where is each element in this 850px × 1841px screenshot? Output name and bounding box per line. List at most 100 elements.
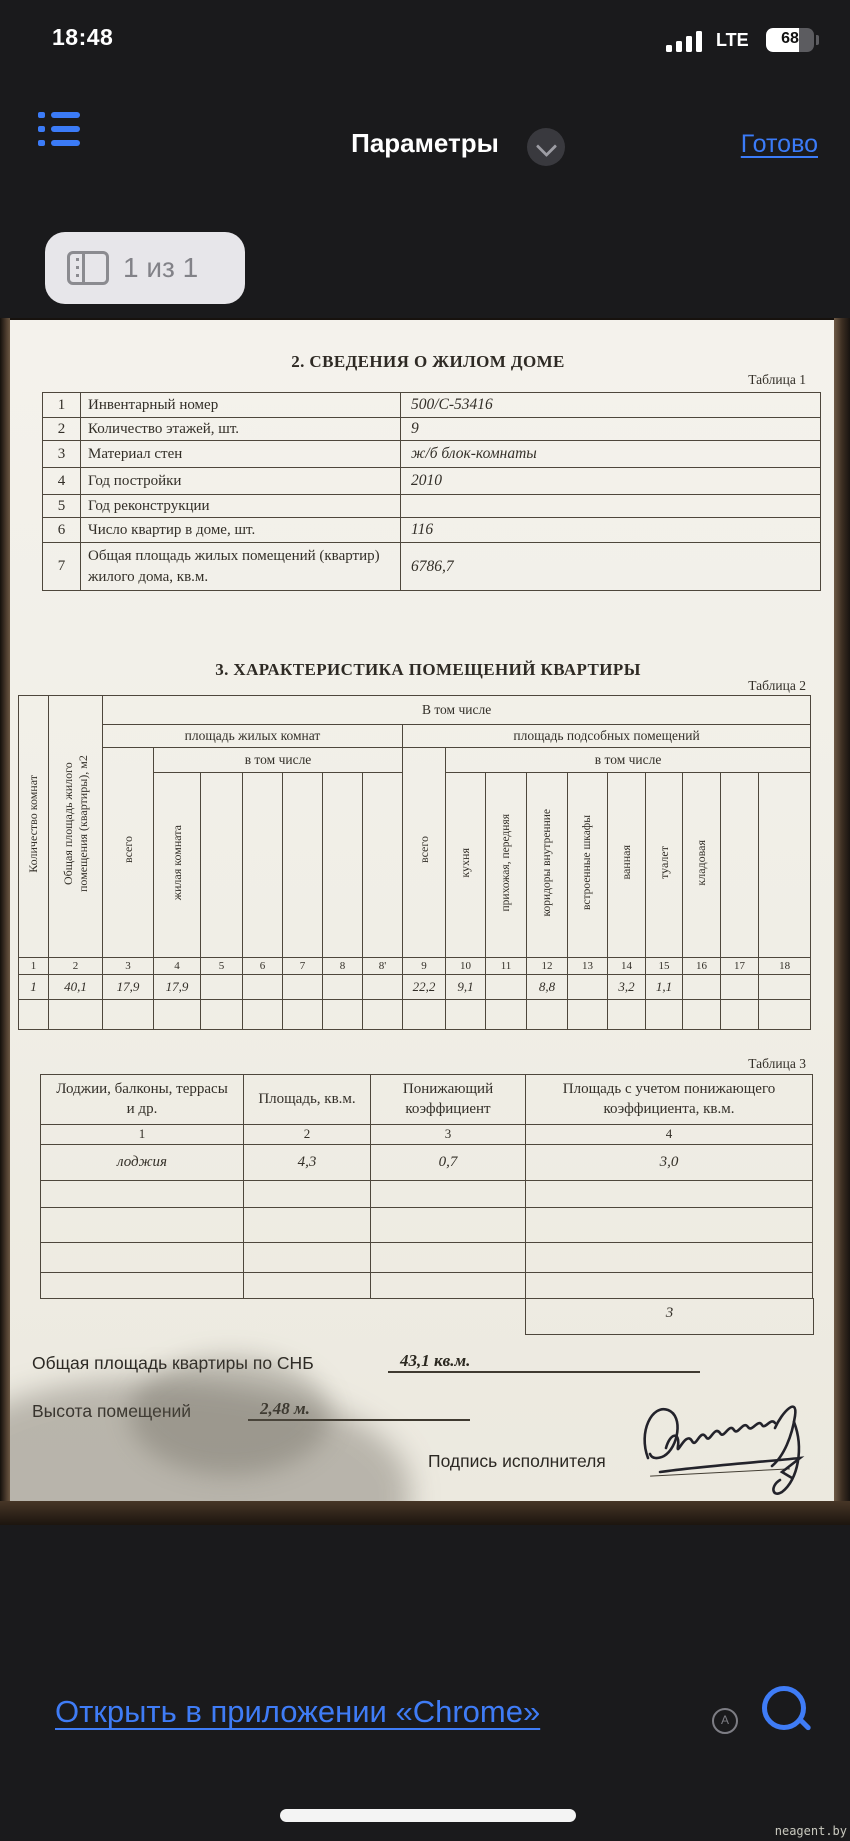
- thumbnails-icon: [67, 251, 109, 285]
- table-cell: 9: [402, 957, 446, 975]
- table-cell: [720, 772, 759, 958]
- header-row-sub: всего в том числе всего в том числе: [19, 747, 812, 958]
- photo-edge-left: [0, 318, 10, 1525]
- assistive-badge-icon[interactable]: A: [712, 1708, 738, 1734]
- home-indicator[interactable]: [280, 1809, 576, 1822]
- table-cell: [40, 1242, 244, 1273]
- table-cell: [720, 974, 759, 1000]
- battery-fill: [766, 28, 799, 52]
- page-title[interactable]: Параметры: [351, 128, 499, 158]
- table-cell: 15: [645, 957, 683, 975]
- table-cell: [200, 974, 243, 1000]
- table-cell: 4: [525, 1124, 813, 1145]
- battery-nub: [816, 35, 819, 45]
- header-row-groups: площадь жилых комнат площадь подсобных п…: [19, 724, 812, 748]
- executor-signature-label: Подпись исполнителя: [428, 1451, 606, 1471]
- table-cell: Количество комнат: [18, 695, 49, 958]
- done-button[interactable]: Готово: [740, 130, 818, 158]
- table-cell: 7: [42, 542, 81, 591]
- chevron-down-icon: [535, 135, 558, 158]
- room-height-value: 2,48 м.: [248, 1398, 470, 1421]
- table-cell: [720, 999, 759, 1030]
- table-cell: лоджия: [40, 1144, 244, 1181]
- table-row: 2 Количество этажей, шт. 9: [42, 417, 821, 441]
- table-cell: 14: [607, 957, 646, 975]
- table-cell: 1,1: [645, 974, 683, 1000]
- table-cell: 8,8: [526, 974, 568, 1000]
- table-cell: [370, 1180, 526, 1208]
- table-cell: Общая площадь жилых помещений (квартир) …: [80, 542, 401, 591]
- room-height-label: Высота помещений: [32, 1401, 192, 1421]
- table-cell: [645, 999, 683, 1030]
- table-cell: туалет: [645, 772, 683, 958]
- table-cell: [607, 999, 646, 1030]
- search-icon[interactable]: [760, 1684, 812, 1736]
- table-cell: 9: [400, 417, 821, 441]
- title-menu-button[interactable]: [527, 128, 565, 166]
- battery-percent: 68: [781, 30, 799, 47]
- table-cell: [567, 999, 608, 1030]
- table-cell: [282, 772, 323, 958]
- table-cell: 0,7: [370, 1144, 526, 1181]
- table-cell: Год постройки: [80, 467, 401, 495]
- table-cell: [282, 974, 323, 1000]
- table-cell: 17,9: [153, 974, 201, 1000]
- col-hallway: прихожая, передняя: [499, 813, 512, 912]
- table-cell: [400, 494, 821, 518]
- table-cell: Общая площадь жилого помещения (квартиры…: [48, 695, 103, 958]
- table-cell: прихожая, передняя: [485, 772, 527, 958]
- table-cell: [200, 999, 243, 1030]
- table-cell: 116: [400, 517, 821, 543]
- table-cell: [370, 1242, 526, 1273]
- table-cell: 9,1: [445, 974, 486, 1000]
- table-cell: 10: [445, 957, 486, 975]
- table-cell: Количество этажей, шт.: [80, 417, 401, 441]
- table-cell: 40,1: [48, 974, 103, 1000]
- table-cell: Лоджии, балконы, террасы и др.: [40, 1074, 244, 1125]
- table-cell: Год реконструкции: [80, 494, 401, 518]
- table-cell: 6: [42, 517, 81, 543]
- page-indicator-pill[interactable]: 1 из 1: [45, 232, 245, 304]
- table-cell: кладовая: [682, 772, 721, 958]
- table-cell: 1: [40, 1124, 244, 1145]
- table-cell: Материал стен: [80, 440, 401, 468]
- table-cell: 2: [42, 417, 81, 441]
- watermark: neagent.by: [774, 1824, 847, 1838]
- living-including-header: в том числе: [153, 747, 403, 773]
- table-cell: [362, 974, 403, 1000]
- table3-label: Таблица 3: [748, 1056, 806, 1071]
- table-cell: 13: [567, 957, 608, 975]
- table-cell: [322, 999, 363, 1030]
- signature: [643, 1405, 805, 1495]
- table-cell: [322, 772, 363, 958]
- col-total-area: Общая площадь жилого помещения (квартиры…: [60, 755, 90, 893]
- section2-title: 2. СВЕДЕНИЯ О ЖИЛОМ ДОМЕ: [291, 352, 565, 371]
- document-photo[interactable]: 2. СВЕДЕНИЯ О ЖИЛОМ ДОМЕ Таблица 1 1 Инве…: [0, 318, 850, 1525]
- col-bathroom: ванная: [619, 845, 633, 880]
- table-cell: 5: [42, 494, 81, 518]
- col-rooms-count: Количество комнат: [26, 775, 40, 873]
- table-row: 6 Число квартир в доме, шт. 116: [42, 517, 821, 543]
- table-cell: 22,2: [402, 974, 446, 1000]
- empty-row: [40, 1207, 813, 1243]
- col-closets: встроенные шкафы: [581, 815, 594, 910]
- table-cell: кухня: [445, 772, 486, 958]
- table-cell: ж/б блок-комнаты: [400, 440, 821, 468]
- table-cell: всего: [402, 747, 446, 958]
- data-row: 1 40,1 17,9 17,9 22,2 9,1 8,8 3,2 1,1: [18, 974, 812, 1000]
- open-in-chrome-link[interactable]: Открыть в приложении «Chrome»: [55, 1694, 541, 1729]
- table-cell: [242, 772, 283, 958]
- table-cell: 16: [682, 957, 721, 975]
- table-cell: 1: [42, 392, 81, 418]
- table-of-contents-icon[interactable]: [38, 0, 80, 146]
- search-handle: [798, 1717, 812, 1732]
- col-toilet: туалет: [656, 846, 671, 879]
- photo-edge-right: [834, 318, 850, 1525]
- aux-area-header: площадь подсобных помещений: [401, 724, 812, 748]
- table-cell: 8: [322, 957, 363, 975]
- photo-shadow: [130, 1355, 330, 1475]
- table-cell: 4: [153, 957, 201, 975]
- table-cell: коридоры внутренние: [526, 772, 568, 958]
